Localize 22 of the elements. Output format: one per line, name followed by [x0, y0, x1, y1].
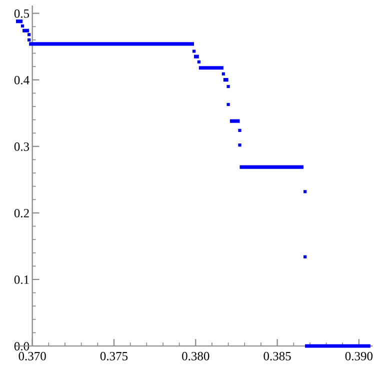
x-tick-label: 0.370: [18, 352, 46, 360]
x-tick-label: 0.380: [182, 352, 210, 360]
point: [20, 24, 24, 28]
y-tick-label: 0.2: [14, 208, 29, 218]
point: [303, 190, 307, 194]
y-tick-label: 0.4: [14, 76, 30, 84]
point: [303, 255, 307, 258]
y-tick-label: 0.1: [14, 275, 29, 284]
point: [226, 102, 230, 106]
point: [197, 60, 200, 64]
point: [238, 128, 242, 132]
point: [28, 38, 31, 42]
point: [222, 72, 225, 76]
point: [28, 33, 31, 36]
x-tick-label: 0.385: [264, 352, 291, 360]
y-tick-label: 0.3: [14, 142, 30, 151]
point: [238, 144, 242, 147]
point: [192, 50, 196, 53]
x-tick-label: 0.375: [100, 352, 128, 360]
x-tick-label: 0.390: [345, 352, 373, 360]
point: [226, 84, 230, 88]
y-tick-label: 0.5: [14, 9, 30, 18]
